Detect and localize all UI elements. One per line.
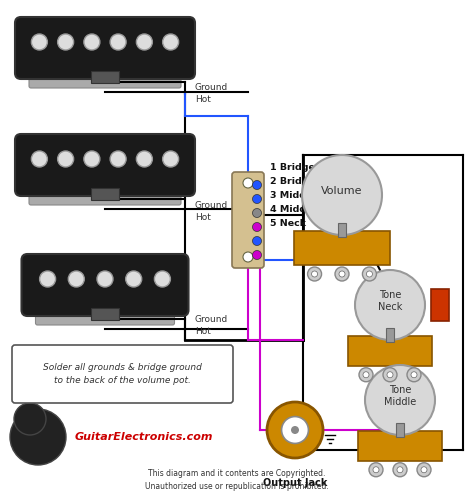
Circle shape [335,267,349,281]
FancyBboxPatch shape [29,183,181,205]
Text: Hot: Hot [195,96,211,104]
Circle shape [163,151,179,167]
Circle shape [163,34,179,50]
Circle shape [366,271,373,277]
Circle shape [311,271,318,277]
Text: 4 Middle+Neck: 4 Middle+Neck [270,205,350,214]
Circle shape [393,463,407,477]
Text: Ground: Ground [195,200,228,209]
Circle shape [355,270,425,340]
Circle shape [155,271,171,287]
Text: Solder all grounds & bridge ground
to the back of the volume pot.: Solder all grounds & bridge ground to th… [43,363,201,385]
Circle shape [243,178,253,188]
Circle shape [359,368,373,382]
Circle shape [363,267,376,281]
Circle shape [291,426,299,434]
Circle shape [365,365,435,435]
Circle shape [137,151,152,167]
FancyBboxPatch shape [29,66,181,88]
Text: 1 Bridge: 1 Bridge [270,163,315,172]
Circle shape [373,467,379,473]
Circle shape [110,34,126,50]
Text: Hot: Hot [195,328,211,337]
Text: Tone
Middle: Tone Middle [384,385,416,407]
Bar [396,423,404,437]
FancyBboxPatch shape [12,345,233,403]
Circle shape [253,181,262,190]
Circle shape [339,271,345,277]
Circle shape [31,151,47,167]
Text: Output Jack: Output Jack [263,478,327,488]
Circle shape [243,252,253,262]
Circle shape [253,208,262,217]
Bar [294,231,390,265]
Bar [338,223,346,237]
Bar [91,308,119,320]
FancyBboxPatch shape [15,17,195,79]
FancyBboxPatch shape [15,134,195,196]
Circle shape [282,417,309,444]
Bar [91,71,119,83]
Text: Volume: Volume [321,186,363,196]
Circle shape [387,372,393,378]
Circle shape [68,271,84,287]
Text: 2 Bridge+Middle: 2 Bridge+Middle [270,178,359,187]
Bar [348,336,432,366]
Circle shape [31,34,47,50]
Circle shape [84,34,100,50]
Circle shape [383,368,397,382]
Circle shape [58,34,73,50]
Circle shape [58,151,73,167]
Circle shape [40,271,55,287]
Circle shape [10,409,66,465]
Circle shape [253,237,262,246]
FancyBboxPatch shape [36,303,174,325]
Bar [358,431,442,461]
Circle shape [253,222,262,232]
Circle shape [14,403,46,435]
Circle shape [126,271,142,287]
FancyBboxPatch shape [232,172,264,268]
Circle shape [308,267,321,281]
Circle shape [110,151,126,167]
Circle shape [302,155,382,235]
Circle shape [397,467,403,473]
Text: 3 Middle: 3 Middle [270,192,316,200]
Circle shape [411,372,417,378]
Circle shape [267,402,323,458]
Text: Tone
Neck: Tone Neck [378,290,402,312]
Text: Ground: Ground [195,315,228,325]
Text: 5 Neck: 5 Neck [270,219,306,229]
Text: This diagram and it contents are Copyrighted.
Unauthorized use or republication : This diagram and it contents are Copyrig… [145,469,329,491]
Bar [91,188,119,200]
Circle shape [363,372,369,378]
Circle shape [253,195,262,203]
Circle shape [407,368,421,382]
Circle shape [369,463,383,477]
Circle shape [253,250,262,259]
Circle shape [137,34,152,50]
Bar [431,289,449,321]
Text: Ground: Ground [195,84,228,93]
Circle shape [97,271,113,287]
Circle shape [84,151,100,167]
Circle shape [421,467,427,473]
FancyBboxPatch shape [21,254,189,316]
Circle shape [417,463,431,477]
Bar [386,328,394,342]
Text: GuitarElectronics.com: GuitarElectronics.com [75,432,213,442]
Text: Hot: Hot [195,212,211,221]
